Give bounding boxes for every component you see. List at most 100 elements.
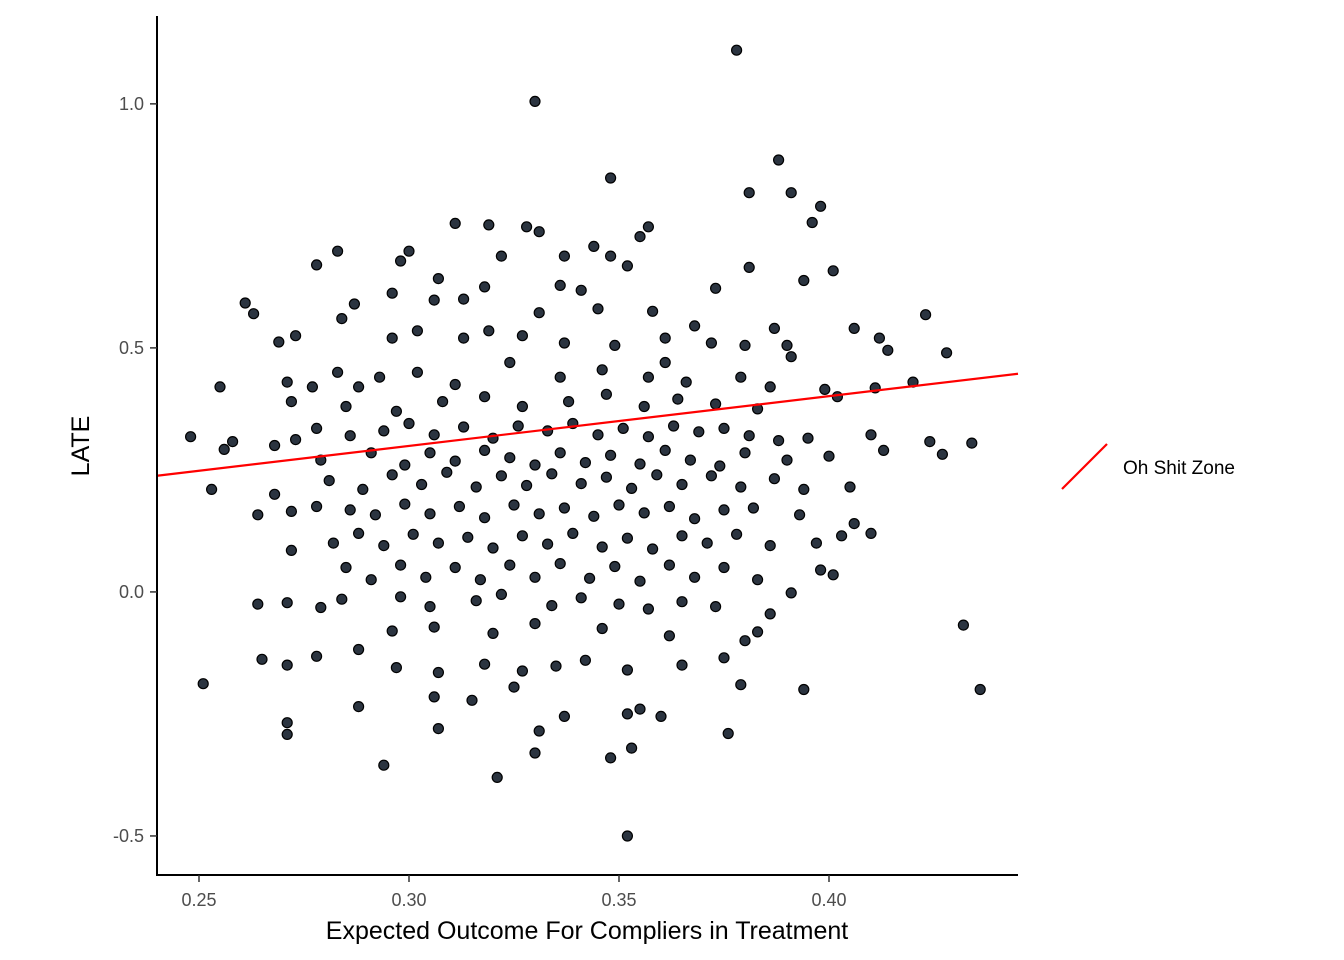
data-point (487, 542, 499, 554)
data-point (709, 600, 722, 613)
data-point (722, 727, 734, 740)
data-point (479, 658, 491, 670)
data-point (449, 455, 461, 467)
data-point (646, 305, 659, 317)
data-point (558, 710, 571, 723)
data-point (344, 430, 356, 442)
data-point (424, 508, 436, 520)
data-point (764, 381, 776, 393)
data-point (520, 221, 533, 233)
data-point (613, 598, 625, 610)
x-axis-title: Expected Outcome For Compliers in Treatm… (326, 917, 848, 945)
data-point (315, 601, 327, 614)
data-point (281, 376, 293, 388)
data-point (604, 449, 617, 461)
data-point (529, 95, 541, 108)
data-point (558, 337, 571, 349)
data-point (269, 439, 281, 452)
data-point (483, 325, 495, 337)
data-point (621, 260, 634, 272)
legend: Oh Shit Zone (1061, 443, 1235, 490)
data-point (332, 366, 344, 378)
data-point (588, 510, 600, 522)
y-tick-label: 1.0 (119, 94, 144, 114)
data-point (403, 245, 415, 257)
data-point (269, 488, 281, 500)
data-point (651, 469, 663, 481)
data-point (218, 443, 230, 455)
x-tick-label: 0.35 (601, 890, 636, 910)
data-point (848, 322, 860, 334)
data-point (579, 457, 592, 469)
data-point (747, 502, 760, 514)
data-point (823, 450, 835, 462)
data-point (743, 187, 755, 199)
data-point (924, 436, 936, 448)
data-point (290, 434, 302, 446)
data-point (281, 728, 293, 741)
data-point (709, 398, 722, 410)
data-point (621, 532, 634, 544)
data-point (588, 240, 600, 252)
x-tick-label: 0.40 (811, 890, 846, 910)
data-point (466, 694, 478, 706)
data-point (495, 470, 507, 482)
data-point (705, 337, 718, 349)
data-point (273, 336, 285, 348)
data-point (844, 481, 856, 493)
data-point (357, 483, 369, 495)
data-point (378, 425, 390, 437)
data-point (663, 500, 676, 513)
data-point (214, 381, 226, 393)
data-point (865, 527, 877, 540)
data-point (529, 571, 541, 583)
data-point (378, 759, 390, 771)
data-point (541, 538, 554, 550)
data-point (432, 273, 444, 285)
data-point (793, 509, 806, 521)
data-point (239, 297, 251, 309)
data-point (743, 261, 755, 273)
data-point (705, 470, 718, 482)
data-point (449, 378, 461, 391)
data-point (831, 391, 844, 403)
data-point (554, 371, 566, 383)
data-point (378, 539, 390, 552)
data-point (642, 431, 655, 443)
data-point (311, 259, 323, 271)
data-point (395, 591, 407, 603)
data-point (411, 325, 423, 337)
data-point (432, 722, 444, 735)
data-point (772, 435, 785, 447)
data-point (516, 330, 529, 342)
data-point (621, 708, 634, 720)
data-point (646, 543, 659, 555)
data-point (285, 505, 297, 517)
data-point (424, 447, 436, 459)
data-point (487, 627, 499, 640)
data-point (596, 622, 608, 635)
data-point (256, 653, 268, 665)
data-point (504, 452, 516, 464)
data-point (785, 587, 797, 599)
data-point (495, 250, 507, 262)
data-point (285, 396, 297, 408)
data-point (432, 537, 444, 549)
data-point (802, 432, 814, 444)
data-point (533, 226, 545, 238)
data-point (613, 499, 625, 511)
data-point (336, 593, 348, 605)
data-point (458, 421, 470, 433)
data-point (508, 499, 520, 511)
data-point (479, 281, 491, 293)
data-point (672, 393, 684, 405)
data-point (520, 479, 533, 492)
data-point (399, 498, 411, 510)
legend-label: Oh Shit Zone (1123, 458, 1235, 479)
data-point (474, 574, 486, 586)
data-point (873, 332, 886, 344)
data-point (558, 502, 571, 514)
data-point (600, 471, 613, 483)
data-point (479, 444, 491, 456)
data-point (676, 659, 688, 671)
